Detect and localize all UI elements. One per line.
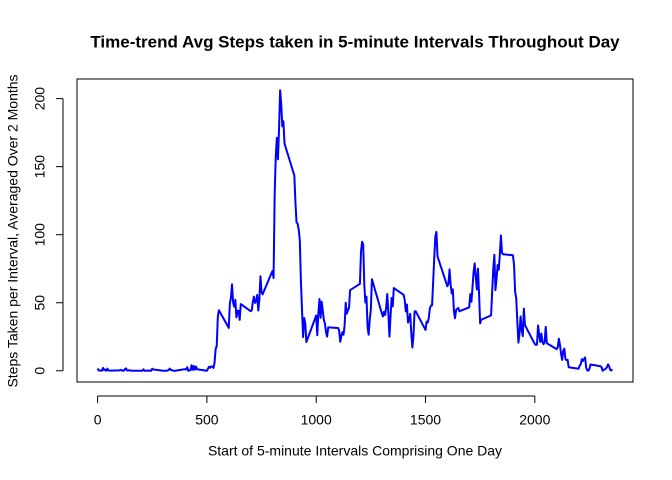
x-tick-label: 2000: [519, 412, 550, 428]
y-tick-label: 100: [32, 223, 48, 247]
chart-title: Time-trend Avg Steps taken in 5-minute I…: [90, 32, 620, 51]
x-axis-label: Start of 5-minute Intervals Comprising O…: [208, 443, 502, 459]
y-tick-label: 50: [32, 295, 48, 311]
data-line: [96, 89, 614, 372]
x-tick-label: 1500: [410, 412, 441, 428]
x-tick-label: 0: [94, 412, 102, 428]
x-tick-label: 500: [195, 412, 219, 428]
y-tick-label: 200: [32, 87, 48, 111]
y-axis-label: Steps Taken per Interval, Averaged Over …: [5, 74, 21, 387]
y-tick-label: 150: [32, 155, 48, 179]
plot-frame: [76, 78, 634, 383]
x-tick-label: 1000: [301, 412, 332, 428]
y-tick-label: 0: [32, 367, 48, 375]
